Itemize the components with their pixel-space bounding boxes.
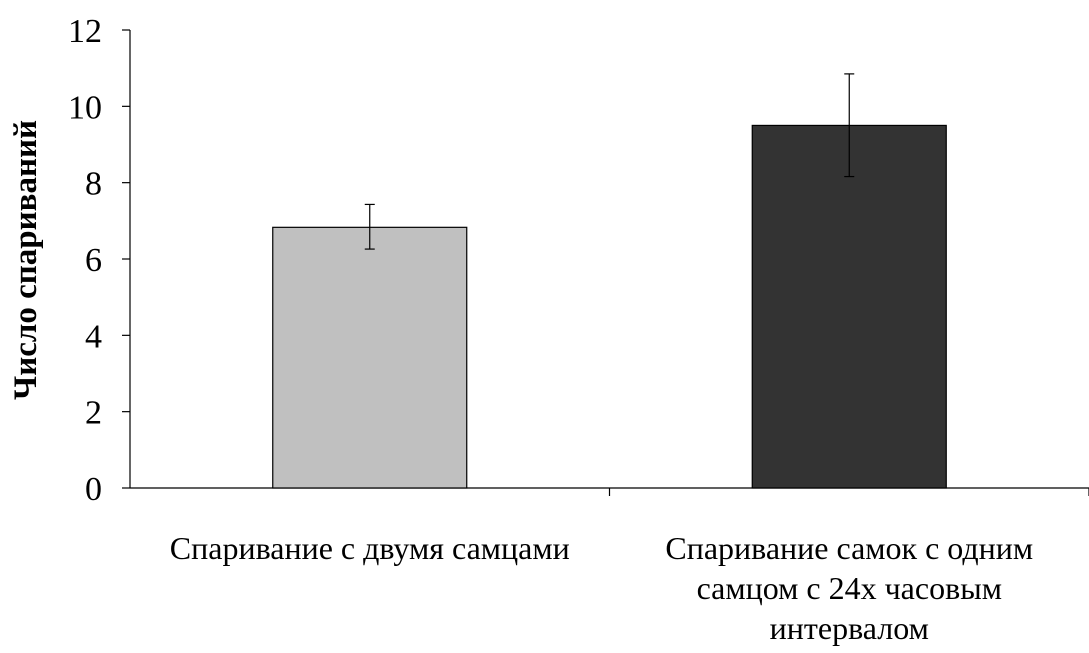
x-category-label: самцом с 24х часовым	[697, 570, 1002, 606]
y-tick-label: 4	[85, 318, 102, 355]
y-tick-label: 8	[85, 166, 102, 203]
y-tick-label: 12	[68, 13, 102, 50]
y-tick-label: 0	[85, 471, 102, 508]
bar	[751, 124, 947, 489]
y-axis-title: Число спариваний	[8, 120, 44, 400]
y-tick-label: 10	[68, 89, 102, 126]
x-category-label: Спаривание самок с одним	[665, 530, 1033, 566]
bar	[272, 226, 468, 489]
y-tick-label: 2	[85, 395, 102, 432]
y-tick-label: 6	[85, 242, 102, 279]
x-category-label: Спаривание с двумя самцами	[170, 530, 570, 566]
x-category-label: интервалом	[770, 610, 929, 646]
